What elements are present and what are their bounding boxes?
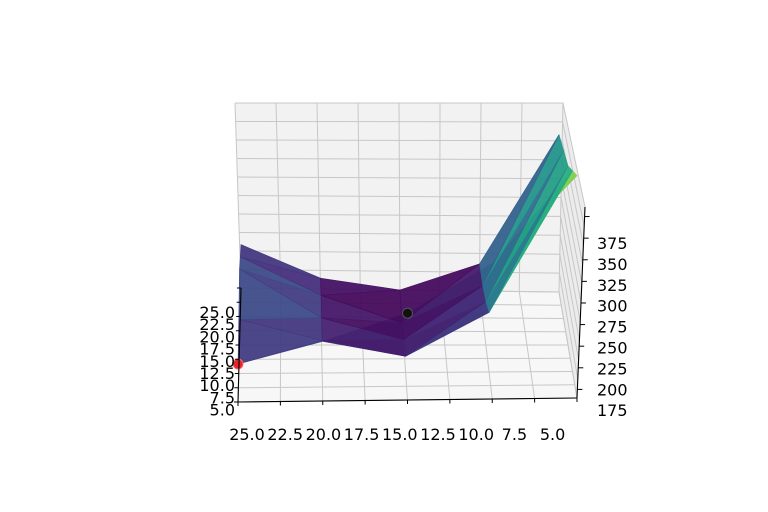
x-tick-label: 25.0 — [229, 425, 265, 444]
axes — [234, 206, 590, 406]
x-tick-label: 10.0 — [458, 425, 494, 444]
grid-line-y — [238, 384, 575, 389]
z-tick-label: 250 — [597, 339, 628, 358]
grid-line-z — [235, 102, 586, 208]
z-tick-label: 325 — [597, 276, 628, 295]
y-tick-label: 12.5 — [199, 364, 235, 383]
x-tick-label: 22.5 — [267, 425, 303, 444]
x-tick-label: 15.0 — [382, 425, 418, 444]
surface-facet — [239, 244, 321, 279]
grid-line-z — [237, 195, 582, 303]
y-tick-label: 5.0 — [210, 401, 235, 420]
grid-line-z — [238, 213, 581, 322]
y-tick-label: 17.5 — [199, 340, 235, 359]
z-tick-label: 275 — [597, 318, 628, 337]
y-tick-label: 15.0 — [199, 352, 235, 371]
grid-line-z — [235, 121, 585, 227]
grid-line-z — [239, 232, 580, 341]
z-tick-label: 300 — [597, 297, 628, 316]
x-tick-label: 17.5 — [344, 425, 380, 444]
x-tick-label: 7.5 — [502, 425, 527, 444]
x-tick-label: 12.5 — [420, 425, 456, 444]
grid-line-z — [240, 269, 579, 379]
y-tick-label: 20.0 — [199, 327, 235, 346]
black-marker — [402, 307, 413, 319]
surface-facet — [320, 277, 401, 296]
grid-line-z — [236, 139, 584, 246]
tick-labels: 25.0 22.5 20.0 17.5 15.0 12.5 10.0 7.5 5.025.022… — [199, 234, 627, 444]
surface-facet — [399, 263, 480, 324]
y-tick-label: 7.5 — [210, 388, 235, 407]
grid-line-y — [238, 371, 573, 374]
surface-facet — [479, 134, 560, 287]
y-tick-label: 25.0 — [199, 303, 235, 322]
z-tick-label: 225 — [597, 359, 628, 378]
z-tick-label: 375 — [597, 234, 628, 253]
y-tick-label: 10.0 — [199, 376, 235, 395]
grid-line-y — [239, 357, 571, 360]
z-tick-label: 175 — [597, 401, 628, 420]
y-tick-label: 22.5 — [199, 315, 235, 334]
surface — [237, 133, 578, 365]
grid-line-z — [239, 250, 580, 360]
x-tick-label: 20.0 — [306, 425, 342, 444]
x-tick-label: 5.0 — [540, 425, 565, 444]
z-tick-label: 350 — [597, 255, 628, 274]
z-tick-label: 200 — [597, 380, 628, 399]
